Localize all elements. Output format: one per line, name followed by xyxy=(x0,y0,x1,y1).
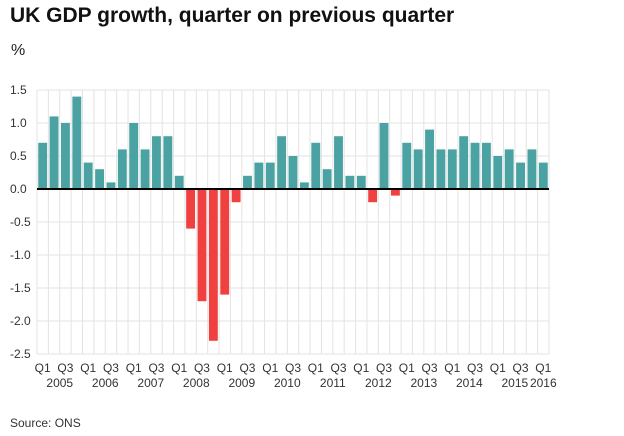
x-quarter-label: Q3 xyxy=(239,361,255,375)
x-quarter-label: Q1 xyxy=(126,361,142,375)
x-quarter-label: Q1 xyxy=(308,361,324,375)
bar-2009-q4 xyxy=(254,162,264,189)
bar-2014-q1 xyxy=(447,149,457,189)
bar-2011-q4 xyxy=(345,175,355,189)
x-quarter-label: Q1 xyxy=(490,361,506,375)
x-quarter-label: Q1 xyxy=(80,361,96,375)
y-tick-label: 0.5 xyxy=(10,149,27,163)
bar-2012-q4 xyxy=(390,189,400,196)
x-quarter-label: Q3 xyxy=(194,361,210,375)
y-tick-label: 1.0 xyxy=(10,116,27,130)
bar-2015-q1 xyxy=(493,156,503,189)
x-quarter-label: Q3 xyxy=(331,361,347,375)
bar-2012-q3 xyxy=(379,123,389,189)
x-year-label: 2006 xyxy=(92,376,119,390)
bar-2007-q4 xyxy=(163,136,173,189)
x-quarter-label: Q3 xyxy=(57,361,73,375)
bar-2005-q3 xyxy=(61,123,70,189)
source-note: Source: ONS xyxy=(10,416,81,430)
bar-2007-q3 xyxy=(152,136,161,189)
x-quarter-label: Q1 xyxy=(353,361,369,375)
bar-2008-q4 xyxy=(208,189,218,341)
bar-2006-q3 xyxy=(106,182,116,189)
x-year-label: 2012 xyxy=(365,376,392,390)
bar-2013-q1 xyxy=(402,142,412,189)
x-quarter-label: Q3 xyxy=(376,361,392,375)
x-quarter-label: Q1 xyxy=(262,361,278,375)
x-year-label: 2014 xyxy=(456,376,483,390)
bar-2007-q1 xyxy=(129,123,139,189)
x-quarter-label: Q3 xyxy=(285,361,301,375)
y-tick-label: 0.0 xyxy=(10,182,27,196)
x-quarter-label: Q3 xyxy=(103,361,119,375)
y-tick-label: -2.0 xyxy=(10,314,31,328)
bar-2011-q1 xyxy=(311,142,321,189)
bar-2013-q2 xyxy=(413,149,423,189)
x-quarter-label: Q1 xyxy=(444,361,460,375)
bar-2008-q2 xyxy=(186,189,196,229)
y-unit-label: % xyxy=(11,42,26,59)
bar-2008-q1 xyxy=(174,175,184,189)
bar-2014-q2 xyxy=(459,136,469,189)
x-year-label: 2011 xyxy=(320,376,346,390)
bar-2015-q4 xyxy=(527,149,537,189)
bar-2015-q3 xyxy=(516,162,525,189)
bar-2011-q2 xyxy=(322,169,332,189)
x-year-label: 2008 xyxy=(183,376,210,390)
x-quarter-label: Q3 xyxy=(148,361,164,375)
bar-2007-q2 xyxy=(140,149,150,189)
bar-2008-q3 xyxy=(197,189,207,302)
x-year-label: 2016 xyxy=(530,376,557,390)
x-quarter-label: Q1 xyxy=(35,361,51,375)
x-year-label: 2005 xyxy=(46,376,73,390)
grid-lines xyxy=(36,89,550,355)
x-quarter-label: Q1 xyxy=(217,361,233,375)
x-year-label: 2013 xyxy=(410,376,437,390)
x-quarter-label: Q1 xyxy=(171,361,187,375)
x-quarter-label: Q3 xyxy=(513,361,529,375)
bar-2016-q1 xyxy=(538,162,548,189)
x-year-label: 2010 xyxy=(274,376,301,390)
bars xyxy=(38,96,548,341)
bar-2014-q3 xyxy=(470,142,480,189)
bar-2010-q4 xyxy=(299,182,309,189)
x-year-label: 2015 xyxy=(502,376,529,390)
x-quarter-label: Q1 xyxy=(535,361,551,375)
bar-2013-q3 xyxy=(425,129,434,189)
x-year-label: 2007 xyxy=(137,376,164,390)
bar-2012-q2 xyxy=(368,189,378,203)
bar-2009-q1 xyxy=(220,189,230,295)
bar-2005-q1 xyxy=(38,142,48,189)
bar-2011-q3 xyxy=(334,136,343,189)
bar-2009-q2 xyxy=(231,189,241,203)
bar-2010-q1 xyxy=(265,162,275,189)
bar-2006-q1 xyxy=(83,162,93,189)
bar-2012-q1 xyxy=(356,175,366,189)
x-year-label: 2009 xyxy=(228,376,255,390)
bar-2014-q4 xyxy=(481,142,491,189)
x-quarter-label: Q3 xyxy=(467,361,483,375)
x-quarter-label: Q3 xyxy=(422,361,438,375)
y-tick-label: -2.5 xyxy=(10,347,31,361)
bar-2009-q3 xyxy=(243,175,252,189)
bar-2005-q4 xyxy=(72,96,82,189)
tick-labels: 1.5 1.0 0.5 0.0 -0.5 -1.0 -1.5 -2.0 -2.5 Q1 Q3 Q1 Q3… xyxy=(10,83,557,390)
y-tick-label: 1.5 xyxy=(10,83,27,97)
bar-2010-q3 xyxy=(288,156,298,189)
bar-2010-q2 xyxy=(277,136,287,189)
bar-2006-q2 xyxy=(95,169,105,189)
bar-2013-q4 xyxy=(436,149,446,189)
chart-title: UK GDP growth, quarter on previous quart… xyxy=(10,4,455,27)
y-tick-label: -1.5 xyxy=(10,281,31,295)
bar-2006-q4 xyxy=(117,149,127,189)
bar-2005-q2 xyxy=(49,116,59,189)
bar-2015-q2 xyxy=(504,149,514,189)
y-tick-label: -0.5 xyxy=(10,215,31,229)
x-quarter-label: Q1 xyxy=(399,361,415,375)
y-tick-label: -1.0 xyxy=(10,248,31,262)
